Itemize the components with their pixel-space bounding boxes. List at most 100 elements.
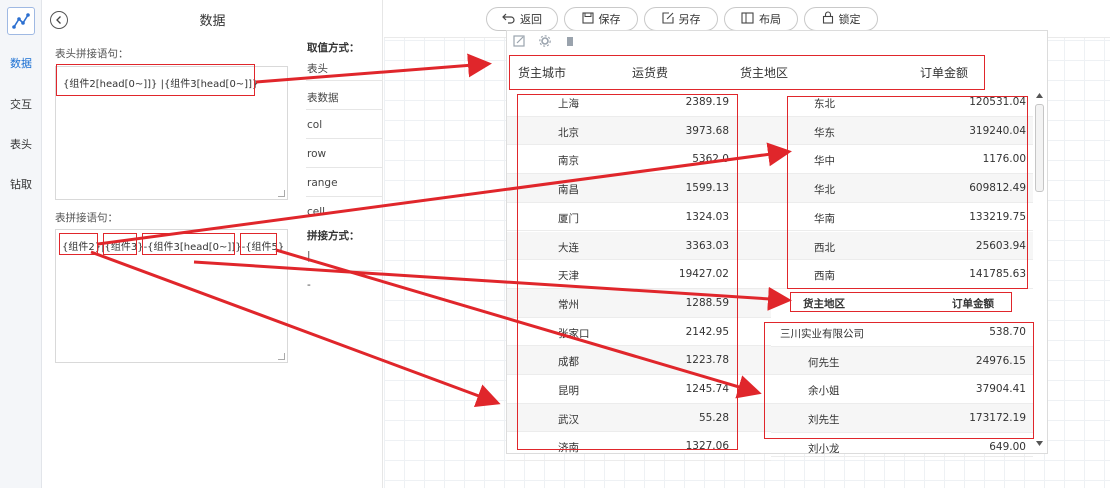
expr-token: {组件2}: [62, 242, 102, 253]
table-row: [507, 432, 771, 462]
nav-item-data[interactable]: 数据: [10, 57, 32, 70]
widget-tools: [513, 34, 574, 48]
cell-customer-amount: 173172.19: [969, 412, 1026, 425]
return-button[interactable]: 返回: [486, 7, 558, 31]
layout-icon: [741, 11, 754, 24]
annotation-box-subheader: [790, 292, 1012, 312]
cell-fee: 3973.68: [685, 124, 729, 137]
save-label: 保存: [598, 13, 621, 26]
cell-amount: 1176.00: [982, 153, 1026, 166]
cell-amount: 133219.75: [969, 210, 1026, 223]
return-label: 返回: [520, 13, 542, 26]
trash-icon[interactable]: [567, 37, 574, 46]
cell-amount: 120531.04: [969, 96, 1026, 108]
table-row: [771, 174, 1033, 203]
join-mode-option[interactable]: -: [307, 279, 311, 291]
save-as-icon: [661, 11, 674, 24]
scroll-down-icon[interactable]: [1036, 441, 1043, 446]
cell-amount: 609812.49: [969, 182, 1026, 195]
node-graph-icon: [12, 13, 30, 29]
table-row: [771, 346, 1033, 376]
nav-item-interaction[interactable]: 交互: [10, 98, 32, 111]
cell-customer-amount: 37904.41: [975, 383, 1026, 396]
resize-grip-icon[interactable]: [278, 190, 285, 197]
cell-region: 华南: [814, 212, 835, 225]
cell-region: 华东: [814, 126, 835, 139]
cell-customer: 刘小龙: [808, 442, 840, 455]
table-row: [771, 375, 1033, 405]
cell-region: 华北: [814, 184, 835, 197]
value-mode-option[interactable]: range: [307, 177, 338, 189]
cell-customer-amount: 538.70: [989, 326, 1026, 338]
cell-customer: 何先生: [808, 356, 840, 369]
value-mode-option[interactable]: col: [307, 119, 323, 131]
layout-label: 布局: [759, 13, 781, 26]
save-button[interactable]: 保存: [564, 7, 638, 31]
value-mode-option[interactable]: 表头: [307, 63, 328, 75]
cell-city: 北京: [558, 126, 579, 139]
table-row: [507, 375, 771, 404]
cell-amount: 319240.04: [969, 124, 1026, 137]
expr-token: -: [241, 242, 246, 253]
gear-icon[interactable]: [539, 35, 551, 47]
return-icon: [502, 13, 515, 24]
cell-region: 西北: [814, 241, 835, 254]
cell-region: 华中: [814, 155, 835, 168]
annotation-box-token: [142, 233, 235, 255]
annotation-box-city-block: [517, 94, 738, 450]
value-mode-option[interactable]: 表数据: [307, 92, 339, 104]
annotation-box-customer-block: [764, 322, 1034, 439]
table-row: [507, 403, 771, 433]
join-mode-option[interactable]: |: [307, 250, 311, 262]
annotation-box-header-expr: [56, 64, 255, 96]
annotation-box-header-row: [509, 55, 985, 90]
header-expr-label: 表头拼接语句：: [55, 48, 129, 60]
value-mode-heading: 取值方式：: [307, 42, 360, 54]
back-button[interactable]: [50, 11, 68, 29]
join-mode-heading: 拼接方式：: [307, 230, 360, 242]
header-fee: 运货费: [632, 66, 669, 80]
expr-token: -: [143, 242, 148, 253]
annotation-box-token: [59, 233, 98, 255]
lock-button[interactable]: 锁定: [804, 7, 878, 31]
cell-customer: 余小姐: [808, 385, 840, 398]
table-row: [507, 116, 771, 146]
cell-fee: 2389.19: [685, 96, 729, 108]
table-row: [771, 433, 1033, 457]
cell-customer-amount: 649.00: [989, 440, 1026, 453]
annotation-box-token: [103, 233, 137, 255]
scroll-thumb[interactable]: [1035, 104, 1044, 192]
table-row: [771, 318, 1033, 347]
header-amount: 订单金额: [920, 66, 969, 80]
table-expr-label: 表拼接语句：: [55, 212, 118, 224]
cell-fee: 55.28: [698, 411, 729, 424]
cell-amount: 141785.63: [969, 268, 1026, 281]
chevron-left-icon: [56, 16, 61, 24]
table-scrollbar[interactable]: [1033, 90, 1046, 450]
table-row: [507, 88, 771, 117]
table-row: [771, 88, 1033, 117]
value-mode-option[interactable]: cell: [307, 206, 326, 218]
left-nav: 数据 交互 表头 钻取: [0, 0, 42, 488]
table-row: [771, 145, 1033, 175]
cell-customer-amount: 24976.15: [975, 354, 1026, 367]
scroll-up-icon[interactable]: [1036, 93, 1043, 98]
resize-grip-icon[interactable]: [278, 353, 285, 360]
layout-button[interactable]: 布局: [724, 7, 798, 31]
header-region: 货主地区: [740, 66, 789, 80]
lock-icon: [822, 11, 833, 24]
nav-item-drill[interactable]: 钻取: [10, 178, 32, 191]
header-expr-text: {组件2[head[0~]]} |{组件3[head[0~]]}: [63, 79, 259, 90]
cell-city: 济南: [558, 442, 579, 455]
save-as-button[interactable]: 另存: [644, 7, 718, 31]
annotation-box-region-block: [787, 96, 1028, 289]
value-mode-option[interactable]: row: [307, 148, 327, 160]
cell-customer: 刘先生: [808, 414, 840, 427]
cell-city: 上海: [558, 98, 579, 110]
cell-region: 东北: [814, 98, 835, 110]
edit-icon[interactable]: [513, 35, 525, 47]
nav-item-header[interactable]: 表头: [10, 138, 32, 151]
chart-logo-icon[interactable]: [7, 7, 35, 35]
cell-region: 西南: [814, 270, 835, 283]
subheader-region: 货主地区: [803, 298, 845, 310]
